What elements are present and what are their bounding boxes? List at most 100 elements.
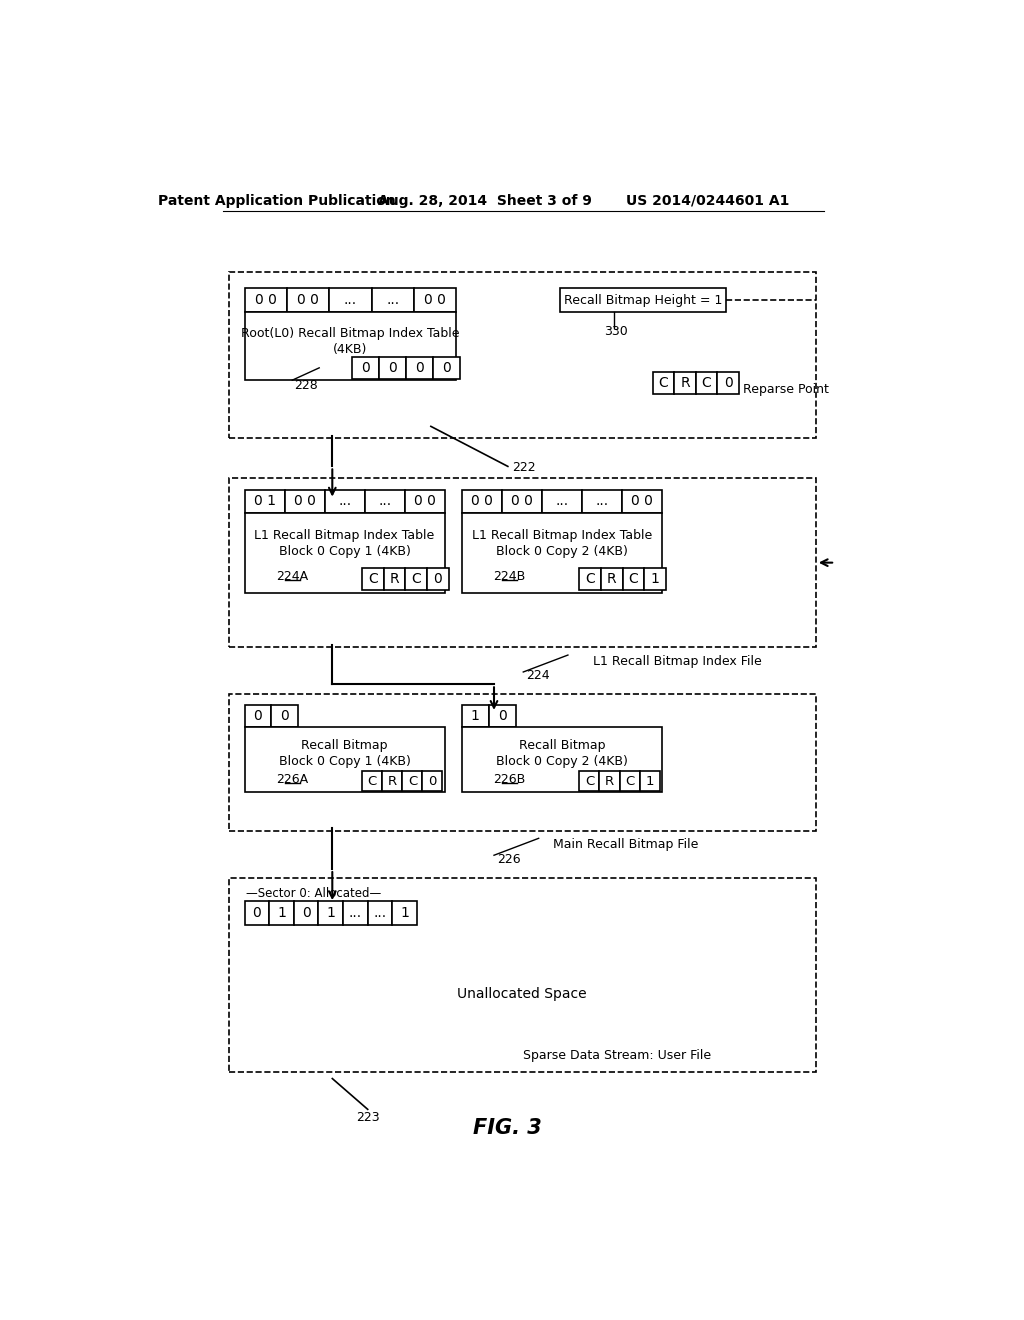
Bar <box>269 902 294 924</box>
Text: C: C <box>586 572 595 586</box>
Text: Patent Application Publication: Patent Application Publication <box>158 194 395 207</box>
Bar <box>245 490 285 512</box>
Bar <box>362 771 382 792</box>
Bar <box>652 372 674 395</box>
Text: Sparse Data Stream: User File: Sparse Data Stream: User File <box>523 1049 712 1063</box>
Bar <box>229 693 816 830</box>
Text: ...: ... <box>374 906 387 920</box>
Text: 1: 1 <box>645 775 653 788</box>
Bar <box>245 705 271 726</box>
Text: 0 0: 0 0 <box>511 494 532 508</box>
Bar <box>229 272 816 438</box>
Bar <box>362 568 384 590</box>
Bar <box>392 902 417 924</box>
Text: C: C <box>629 572 638 586</box>
Text: Unallocated Space: Unallocated Space <box>457 987 587 1001</box>
Bar <box>560 288 726 313</box>
Text: ...: ... <box>338 494 351 508</box>
Text: 0: 0 <box>433 572 442 586</box>
Text: ...: ... <box>378 494 391 508</box>
Bar <box>352 358 379 379</box>
Bar <box>318 902 343 924</box>
Text: ...: ... <box>344 293 357 308</box>
Bar <box>717 372 739 395</box>
Bar <box>433 358 460 379</box>
Text: 0: 0 <box>428 775 436 788</box>
Text: 0 0: 0 0 <box>471 494 493 508</box>
Text: (4KB): (4KB) <box>333 343 368 356</box>
Text: 0: 0 <box>388 360 397 375</box>
Bar <box>384 568 406 590</box>
Bar <box>271 705 298 726</box>
Bar <box>462 705 488 726</box>
Text: 1: 1 <box>327 906 335 920</box>
Text: 0 0: 0 0 <box>414 494 435 508</box>
Bar <box>382 771 402 792</box>
Bar <box>404 490 444 512</box>
Bar <box>502 490 542 512</box>
Text: ...: ... <box>386 293 399 308</box>
Text: 226: 226 <box>497 853 521 866</box>
Text: 0: 0 <box>498 709 507 723</box>
Bar <box>580 568 601 590</box>
Text: 0 1: 0 1 <box>254 494 275 508</box>
Bar <box>542 490 582 512</box>
Text: C: C <box>369 572 378 586</box>
Text: R: R <box>680 376 690 391</box>
Text: 0 0: 0 0 <box>294 494 315 508</box>
Text: 1: 1 <box>650 572 659 586</box>
Text: C: C <box>701 376 712 391</box>
Bar <box>620 771 640 792</box>
Text: Reparse Point: Reparse Point <box>742 383 828 396</box>
Bar <box>414 288 457 313</box>
Bar <box>285 490 325 512</box>
Text: Main Recall Bitmap File: Main Recall Bitmap File <box>553 838 698 851</box>
Text: Aug. 28, 2014  Sheet 3 of 9: Aug. 28, 2014 Sheet 3 of 9 <box>378 194 592 207</box>
Text: 0: 0 <box>361 360 370 375</box>
Text: C: C <box>412 572 421 586</box>
Text: 1: 1 <box>278 906 286 920</box>
Bar <box>245 726 444 792</box>
Bar <box>402 771 422 792</box>
Bar <box>462 490 502 512</box>
Text: ...: ... <box>555 494 568 508</box>
Bar <box>695 372 717 395</box>
Bar <box>582 490 622 512</box>
Text: 0: 0 <box>253 906 261 920</box>
Text: Block 0 Copy 2 (4KB): Block 0 Copy 2 (4KB) <box>496 545 628 557</box>
Text: 222: 222 <box>512 462 536 474</box>
Text: 330: 330 <box>604 325 628 338</box>
Bar <box>365 490 404 512</box>
Bar <box>343 902 368 924</box>
Bar <box>245 288 287 313</box>
Text: 0 0: 0 0 <box>255 293 276 308</box>
Bar <box>644 568 666 590</box>
Text: L1 Recall Bitmap Index File: L1 Recall Bitmap Index File <box>593 655 761 668</box>
Text: L1 Recall Bitmap Index Table: L1 Recall Bitmap Index Table <box>472 529 652 543</box>
Bar <box>245 313 457 380</box>
Text: 228: 228 <box>295 379 318 392</box>
Text: L1 Recall Bitmap Index Table: L1 Recall Bitmap Index Table <box>255 529 435 543</box>
Text: 0 0: 0 0 <box>424 293 446 308</box>
Text: FIG. 3: FIG. 3 <box>473 1118 543 1138</box>
Bar <box>422 771 442 792</box>
Bar <box>406 568 427 590</box>
Bar <box>229 478 816 647</box>
Bar <box>245 512 444 594</box>
Text: Recall Bitmap Height = 1: Recall Bitmap Height = 1 <box>564 293 722 306</box>
Text: 226A: 226A <box>276 772 308 785</box>
Text: 0 0: 0 0 <box>297 293 319 308</box>
Bar <box>623 568 644 590</box>
Bar <box>245 902 269 924</box>
Text: 224: 224 <box>526 669 550 682</box>
Text: Recall Bitmap: Recall Bitmap <box>301 739 388 752</box>
Text: R: R <box>607 572 616 586</box>
Text: Block 0 Copy 1 (4KB): Block 0 Copy 1 (4KB) <box>279 545 411 557</box>
Text: R: R <box>390 572 399 586</box>
Text: R: R <box>388 775 397 788</box>
Text: Block 0 Copy 1 (4KB): Block 0 Copy 1 (4KB) <box>279 755 411 768</box>
Text: Block 0 Copy 2 (4KB): Block 0 Copy 2 (4KB) <box>496 755 628 768</box>
Text: C: C <box>658 376 669 391</box>
Text: ...: ... <box>595 494 608 508</box>
Text: US 2014/0244601 A1: US 2014/0244601 A1 <box>627 194 790 207</box>
